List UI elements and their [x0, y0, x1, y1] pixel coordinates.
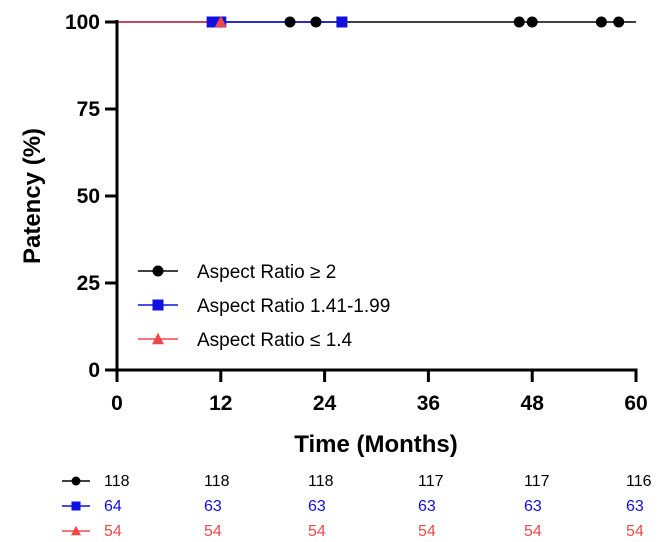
- x-tick-label: 36: [417, 392, 440, 415]
- x-axis-title: Time (Months): [294, 431, 458, 458]
- at-risk-value: 54: [626, 523, 644, 540]
- at-risk-value: 54: [308, 523, 326, 540]
- x-tick-label: 48: [521, 392, 545, 415]
- at-risk-value: 63: [418, 498, 436, 515]
- at-risk-value: 117: [418, 473, 444, 490]
- risk-row-marker: [71, 476, 81, 486]
- y-ticks: 0 25 50 75 100: [65, 11, 117, 382]
- at-risk-table: 118 118 118 117 117 116 64 63 63 63 63 63 54 54 54 54 54…: [62, 473, 652, 540]
- at-risk-value: 54: [204, 523, 222, 540]
- legend-marker: [152, 332, 164, 345]
- risk-row-marker: [71, 501, 81, 511]
- x-tick-label: 60: [624, 392, 647, 415]
- y-tick-label: 25: [77, 272, 101, 295]
- censor-point: [336, 16, 348, 28]
- at-risk-value: 63: [524, 498, 542, 515]
- x-tick-label: 12: [209, 392, 232, 415]
- censor-point: [513, 16, 525, 28]
- at-risk-value: 116: [626, 473, 652, 490]
- at-risk-value: 64: [104, 498, 122, 515]
- censor-point: [526, 16, 538, 28]
- at-risk-value: 54: [418, 523, 436, 540]
- at-risk-value: 118: [308, 473, 334, 490]
- at-risk-value: 118: [204, 473, 230, 490]
- legend: Aspect Ratio ≥ 2 Aspect Ratio 1.41-1.99 As…: [138, 262, 390, 351]
- y-tick-label: 50: [77, 185, 100, 208]
- y-tick-label: 75: [77, 98, 101, 121]
- at-risk-value: 63: [308, 498, 326, 515]
- legend-marker: [152, 299, 164, 311]
- censor-markers: [206, 15, 625, 28]
- y-tick-label: 100: [65, 11, 100, 34]
- censor-point: [613, 16, 625, 28]
- censor-point: [595, 16, 607, 28]
- at-risk-value: 63: [626, 498, 644, 515]
- censor-point: [214, 15, 227, 28]
- legend-label: Aspect Ratio ≤ 1.4: [197, 330, 353, 351]
- axes: [115, 20, 638, 372]
- at-risk-value: 118: [104, 473, 130, 490]
- x-ticks: 0 12 24 36 48 60: [111, 370, 648, 415]
- at-risk-value: 117: [524, 473, 550, 490]
- legend-marker: [152, 265, 164, 277]
- at-risk-value: 63: [204, 498, 222, 515]
- at-risk-value: 54: [104, 523, 122, 540]
- censor-point: [284, 16, 296, 28]
- legend-label: Aspect Ratio 1.41-1.99: [197, 296, 390, 317]
- legend-label: Aspect Ratio ≥ 2: [197, 262, 336, 283]
- x-tick-label: 0: [111, 392, 123, 415]
- y-axis-title: Patency (%): [19, 128, 46, 264]
- risk-row-marker: [71, 525, 81, 536]
- y-tick-label: 0: [88, 359, 100, 382]
- censor-point: [310, 16, 322, 28]
- x-tick-label: 24: [313, 392, 337, 415]
- at-risk-value: 54: [524, 523, 542, 540]
- censor-point: [206, 16, 218, 28]
